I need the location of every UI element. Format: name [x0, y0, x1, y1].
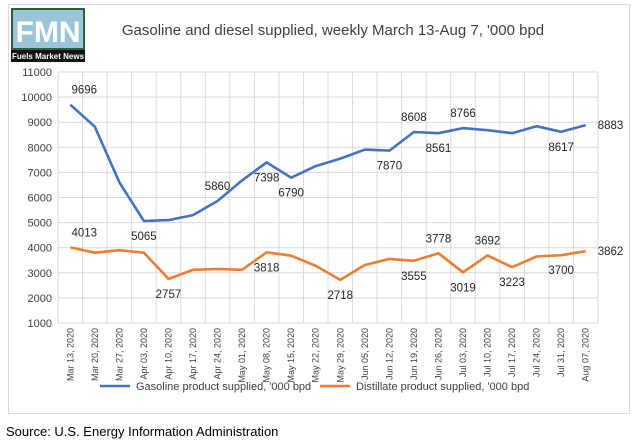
series	[69, 103, 587, 282]
data-label: 6790	[278, 188, 304, 200]
data-label: 5860	[205, 181, 231, 193]
data-label: 3223	[499, 277, 525, 289]
x-tick-label: May 15, 2020	[286, 328, 296, 383]
chart-title: Gasoline and diesel supplied, weekly Mar…	[121, 22, 545, 39]
y-tick-label: 7000	[28, 167, 52, 179]
data-label: 5065	[131, 231, 157, 243]
data-label: 7870	[377, 161, 403, 173]
x-tick-label: Jun 12, 2020	[384, 328, 394, 380]
data-label: 3555	[401, 271, 427, 283]
x-tick-label: Apr 10, 2020	[163, 328, 173, 380]
y-tick-label: 6000	[28, 193, 52, 205]
y-tick-label: 10000	[21, 92, 52, 104]
x-tick-label: May 08, 2020	[262, 328, 272, 383]
x-tick-label: Jul 24, 2020	[532, 328, 542, 377]
x-tick-label: Mar 13, 2020	[65, 328, 75, 381]
logo-strip	[11, 50, 85, 62]
y-tick-label: 8000	[28, 142, 52, 154]
logo-subtext: Fuels Market News	[12, 52, 85, 61]
data-label: 8561	[426, 143, 452, 155]
data-label: 2757	[156, 289, 182, 301]
x-tick-label: Jun 05, 2020	[360, 328, 370, 380]
data-label: 3778	[426, 233, 452, 245]
x-tick-label: Jul 10, 2020	[483, 328, 493, 377]
data-labels: 9696 5065 5860 7398 6790 7870 8608 8561 8766 8617…	[71, 85, 623, 302]
data-label: 3700	[548, 265, 574, 277]
logo-text: FMN	[16, 16, 81, 49]
x-tick-label: Jul 17, 2020	[507, 328, 517, 377]
logo-panel	[13, 10, 83, 48]
x-tick-label: Jun 26, 2020	[433, 328, 443, 380]
y-tick-label: 5000	[28, 218, 52, 230]
x-tick-label: May 22, 2020	[311, 328, 321, 383]
y-tick-label: 11000	[22, 67, 52, 79]
x-tick-label: Mar 20, 2020	[90, 328, 100, 381]
x-tick-label: Jul 03, 2020	[458, 328, 468, 377]
data-label: 4013	[71, 227, 97, 239]
series-line-distillate	[70, 246, 586, 282]
y-tick-label: 3000	[28, 268, 52, 280]
x-tick-label: May 01, 2020	[237, 328, 247, 383]
axes: 1000 2000 3000 4000 5000 6000 7000 8000 9000 1000…	[21, 67, 590, 383]
data-label: 8608	[401, 112, 427, 124]
data-label: 7398	[254, 172, 280, 184]
x-tick-label: Apr 24, 2020	[213, 328, 223, 380]
data-label: 2718	[327, 290, 353, 302]
series-line-gasoline	[69, 103, 587, 223]
x-tick-label: Mar 27, 2020	[114, 328, 124, 381]
legend-label: Gasoline product supplied, '000 bpd	[136, 381, 311, 393]
x-tick-label: Jul 31, 2020	[556, 328, 566, 377]
data-label: 8883	[598, 120, 624, 132]
data-label: 3818	[254, 262, 280, 274]
x-tick-label: May 29, 2020	[335, 328, 345, 383]
fmn-logo: FMN Fuels Market News	[11, 8, 85, 62]
line-chart: 1000 2000 3000 4000 5000 6000 7000 8000 9000 1000…	[21, 67, 623, 393]
y-tick-label: 2000	[28, 293, 52, 305]
x-tick-label: Apr 17, 2020	[188, 328, 198, 380]
data-label: 3692	[475, 235, 501, 247]
data-label: 9696	[71, 85, 97, 97]
y-tick-label: 1000	[28, 318, 52, 330]
x-tick-label: Jun 19, 2020	[409, 328, 419, 380]
source-note: Source: U.S. Energy Information Administ…	[6, 424, 279, 439]
data-label: 8766	[450, 108, 476, 120]
legend-label: Distillate product supplied, '000 bpd	[356, 381, 529, 393]
gridlines	[57, 71, 599, 324]
data-label: 3862	[598, 246, 624, 258]
data-label: 8617	[548, 142, 574, 154]
x-tick-label: Aug 07, 2020	[581, 328, 591, 382]
y-tick-label: 4000	[28, 243, 52, 255]
data-label: 3019	[450, 282, 476, 294]
x-tick-label: Apr 03, 2020	[139, 328, 149, 380]
y-tick-label: 9000	[28, 117, 52, 129]
legend: Gasoline product supplied, '000 bpd Disti…	[100, 381, 529, 393]
